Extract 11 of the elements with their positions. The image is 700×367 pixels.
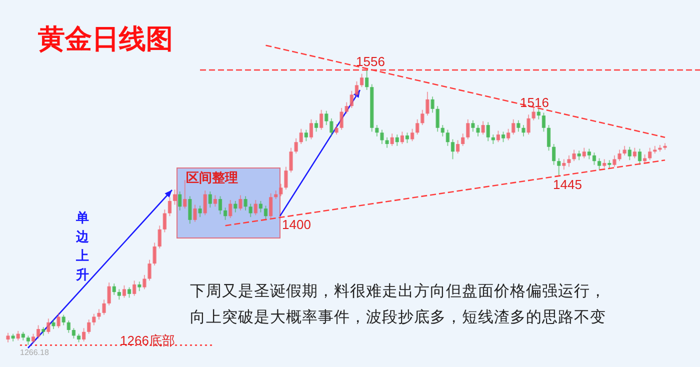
annotation: 区间整理	[186, 170, 238, 185]
annotation: 1400	[282, 217, 311, 232]
annotation: 1266底部	[120, 333, 175, 348]
chart-title: 黄金日线图	[37, 24, 173, 54]
annotation: 1445	[553, 177, 582, 192]
text: 1266.18	[20, 348, 50, 357]
annotation: 单边上升	[75, 210, 90, 282]
annotation: 1516	[520, 95, 549, 110]
annotation: 向上突破是大概率事件，波段抄底多，短线渣多的思路不变	[190, 308, 606, 326]
text: 1556	[356, 54, 385, 69]
annotation: 下周又是圣诞假期，料很难走出方向但盘面价格偏强运行，	[190, 282, 606, 300]
